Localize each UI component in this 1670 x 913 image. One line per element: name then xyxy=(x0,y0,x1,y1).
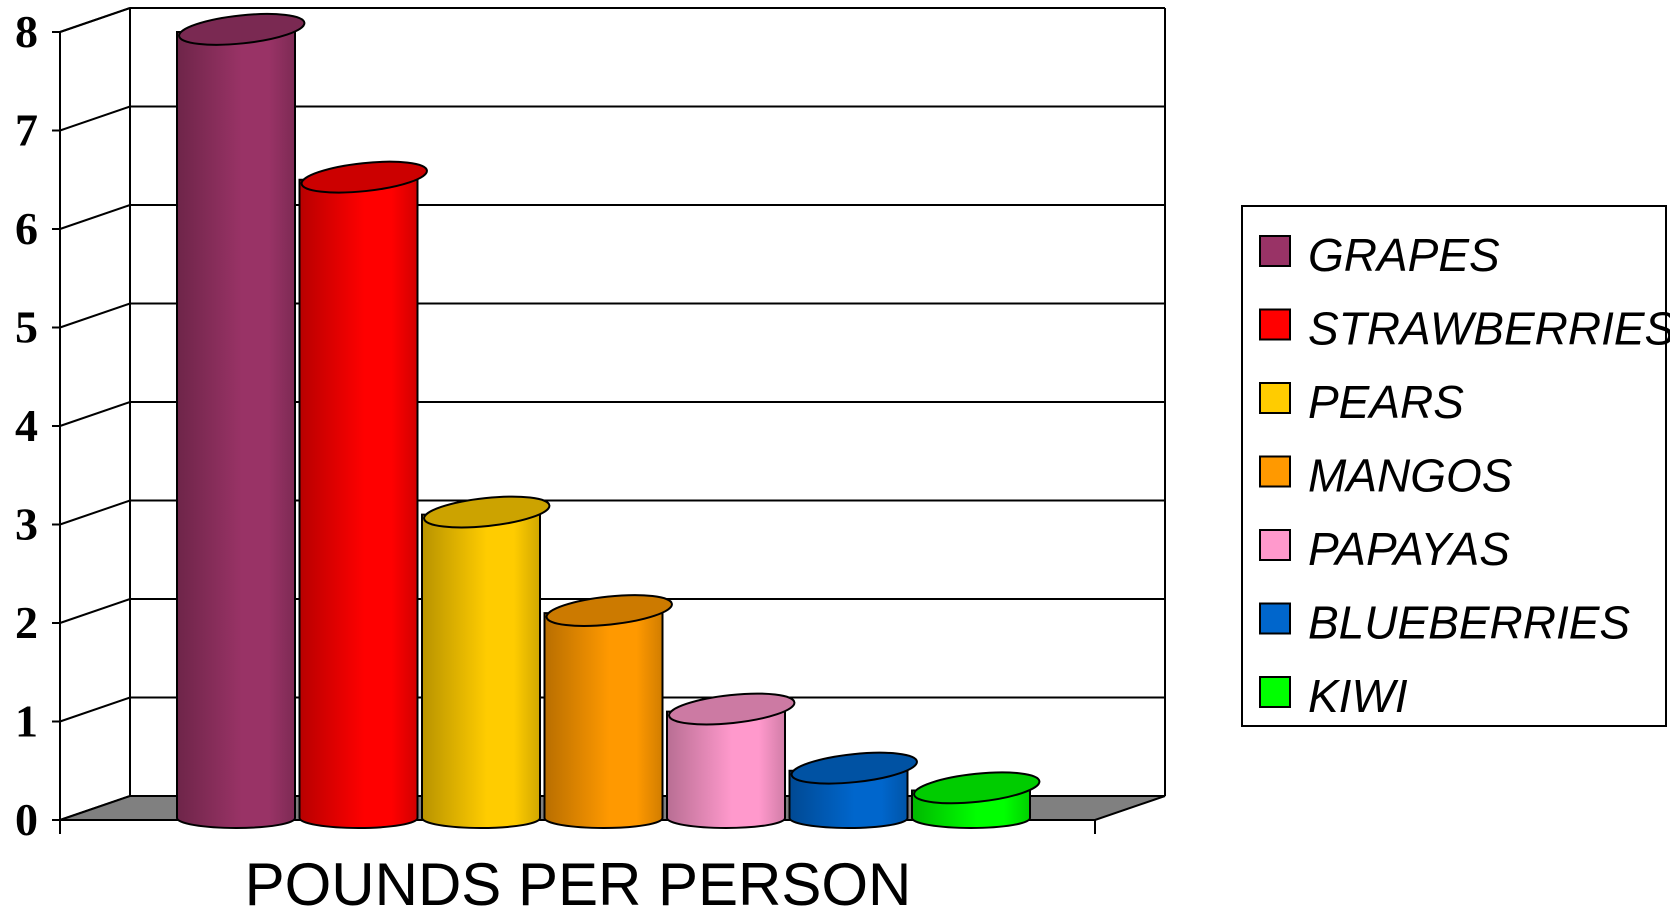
legend-swatch xyxy=(1259,602,1291,635)
bar-papayas xyxy=(666,692,796,829)
y-tick-label: 3 xyxy=(15,499,38,550)
legend-swatch xyxy=(1259,308,1291,341)
legend-label: PEARS xyxy=(1308,376,1464,428)
y-tick-label: 4 xyxy=(15,400,38,451)
legend-label: BLUEBERRIES xyxy=(1308,597,1630,649)
bar-mangos xyxy=(543,594,673,829)
bar-grapes xyxy=(176,12,306,829)
y-axis: 0 1 2 3 4 5 6 7 8 xyxy=(15,6,61,845)
y-tick-label: 2 xyxy=(15,597,38,648)
legend-swatch xyxy=(1259,382,1291,414)
bar-pears xyxy=(421,495,551,829)
legend: GRAPES STRAWBERRIES PEARS MANGOS PAPAYAS BLUE… xyxy=(1241,205,1670,727)
y-tick-label: 7 xyxy=(15,105,38,156)
bar-strawberries xyxy=(298,160,428,829)
legend-swatch xyxy=(1259,235,1291,267)
y-tick-label: 5 xyxy=(15,302,38,353)
y-tick-label: 6 xyxy=(15,203,38,254)
legend-swatch xyxy=(1259,455,1291,488)
bar-blueberries xyxy=(788,751,918,829)
y-tick-label: 0 xyxy=(15,794,38,845)
x-axis-label: POUNDS PER PERSON xyxy=(245,851,912,913)
legend-label: STRAWBERRIES xyxy=(1308,303,1670,355)
bars xyxy=(176,12,1041,829)
legend-label: GRAPES xyxy=(1308,229,1500,281)
y-tick-label: 1 xyxy=(15,696,38,747)
y-tick-label: 8 xyxy=(15,6,38,57)
bar-kiwi xyxy=(911,771,1041,829)
legend-swatch xyxy=(1259,529,1291,561)
legend-swatch xyxy=(1259,676,1291,708)
legend-label: MANGOS xyxy=(1308,450,1513,502)
legend-label: KIWI xyxy=(1308,670,1408,722)
legend-label: PAPAYAS xyxy=(1308,523,1510,575)
